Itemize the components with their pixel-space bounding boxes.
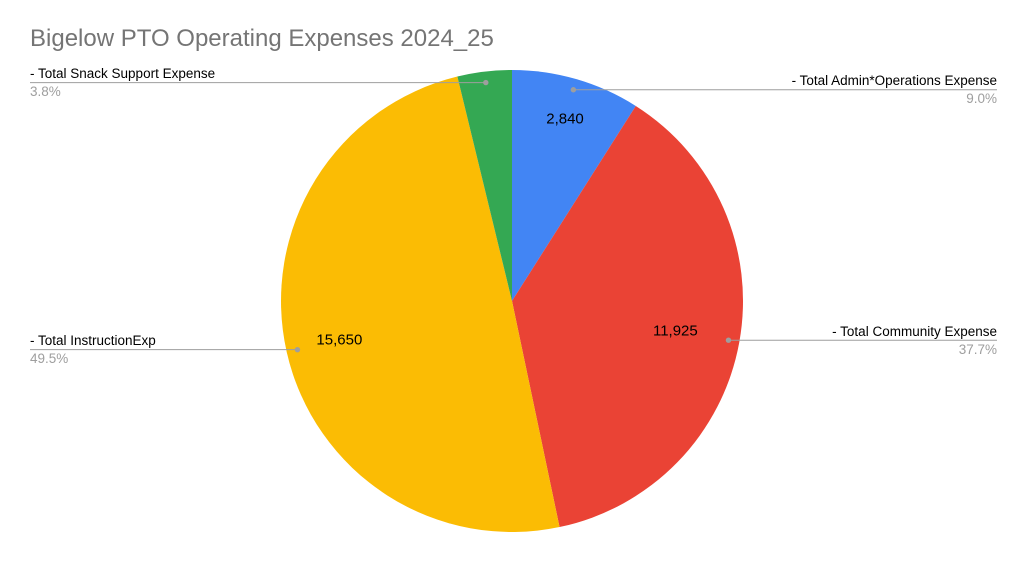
pie-slice-1[interactable] (512, 70, 636, 301)
slice-percent-snack-support: 3.8% (30, 84, 61, 100)
leader-dot-4 (483, 79, 489, 86)
slice-label-instruction: - Total InstructionExp (30, 333, 156, 349)
chart-title: Bigelow PTO Operating Expenses 2024_25 (30, 25, 494, 52)
slice-percent-community: 37.7% (958, 341, 997, 357)
slice-percent-instruction: 49.5% (30, 351, 69, 367)
slice-value-instruction: 15,650 (316, 331, 363, 349)
callout-instruction: - Total InstructionExp 49.5% (30, 332, 156, 367)
pie-slice-2[interactable] (512, 105, 743, 528)
callout-community: - Total Community Expense 37.7% (832, 323, 997, 358)
slice-label-community: - Total Community Expense (832, 323, 997, 339)
pie-slice-3[interactable] (281, 76, 560, 532)
leader-dot-1 (570, 87, 577, 93)
slice-label-admin-operations: - Total Admin*Operations Expense (791, 73, 997, 89)
slice-percent-admin-operations: 9.0% (966, 91, 997, 107)
slice-value-admin-operations: 2,840 (546, 110, 584, 128)
leader-dot-2 (725, 337, 732, 343)
pie-slice-4[interactable] (457, 70, 512, 301)
leader-dot-3 (294, 346, 301, 353)
slice-label-snack-support: - Total Snack Support Expense (30, 66, 216, 82)
slice-value-community: 11,925 (652, 322, 698, 340)
callout-admin-operations: - Total Admin*Operations Expense 9.0% (792, 72, 997, 107)
callout-snack-support: - Total Snack Support Expense 3.8% (30, 65, 215, 100)
